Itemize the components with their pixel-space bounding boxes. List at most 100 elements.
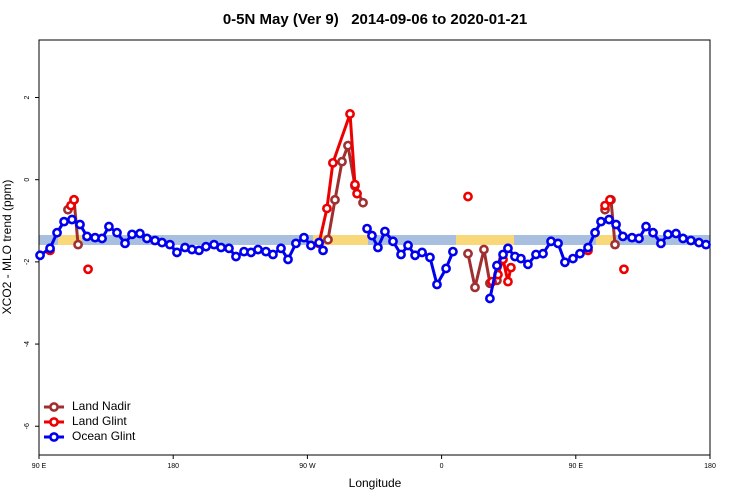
data-point <box>337 156 347 167</box>
x-tick-label: 90 E <box>569 463 584 470</box>
data-point <box>67 214 77 225</box>
x-axis-label: Longitude <box>349 476 402 490</box>
data-point <box>373 242 383 253</box>
data-point <box>634 233 644 244</box>
land-band <box>596 235 616 245</box>
y-axis-label: XCO2 - MLO trend (ppm) <box>0 180 14 315</box>
data-point <box>380 226 390 237</box>
x-tick-label: 90 W <box>299 463 316 470</box>
data-point <box>463 248 473 259</box>
data-point <box>523 259 533 270</box>
data-point <box>610 239 620 250</box>
data-point <box>343 140 353 151</box>
data-point <box>432 279 442 290</box>
data-point <box>224 243 234 254</box>
data-point <box>201 241 211 252</box>
data-point <box>538 248 548 259</box>
y-tick-label: -2 <box>24 259 31 265</box>
data-point <box>314 237 324 248</box>
plot-frame <box>38 39 711 456</box>
data-point <box>590 227 600 238</box>
data-point <box>35 250 45 261</box>
data-point <box>619 264 629 275</box>
data-point <box>448 246 458 257</box>
data-point <box>516 253 526 264</box>
data-point <box>52 227 62 238</box>
data-point <box>322 203 332 214</box>
land-band <box>456 235 514 245</box>
data-point <box>112 227 122 238</box>
data-point <box>492 260 502 271</box>
data-point <box>299 232 309 243</box>
data-point <box>506 262 516 273</box>
data-point <box>648 227 658 238</box>
data-point <box>663 229 673 240</box>
data-point <box>425 252 435 263</box>
data-point <box>45 243 55 254</box>
data-point <box>59 216 69 227</box>
data-point <box>388 236 398 247</box>
y-tick-label: -6 <box>24 423 31 429</box>
data-point <box>157 237 167 248</box>
data-point <box>327 157 338 168</box>
data-point <box>73 239 83 250</box>
legend-marker <box>49 432 59 442</box>
data-point <box>75 219 85 230</box>
data-point <box>283 254 293 265</box>
legend-marker <box>49 417 59 427</box>
data-point <box>583 242 593 253</box>
x-tick-label: 180 <box>167 463 179 470</box>
data-point <box>345 109 355 119</box>
data-point <box>611 219 621 230</box>
x-tick-label: 90 E <box>32 463 47 470</box>
data-point <box>350 179 360 190</box>
data-point <box>172 247 182 258</box>
x-tick-label: 180 <box>704 463 716 470</box>
y-tick-label: 2 <box>24 95 31 99</box>
data-point <box>83 264 93 275</box>
data-point <box>268 249 278 260</box>
data-point <box>479 244 489 255</box>
data-point <box>142 233 152 244</box>
legend-label: Land Glint <box>72 414 127 428</box>
data-point <box>560 257 570 268</box>
data-point <box>498 249 508 260</box>
data-point <box>396 249 406 260</box>
legend-marker <box>49 402 59 412</box>
legend-label: Land Nadir <box>72 399 131 413</box>
data-point <box>503 243 513 254</box>
data-point <box>463 191 473 202</box>
data-point <box>306 240 316 251</box>
data-point <box>291 238 301 249</box>
data-point <box>568 253 578 264</box>
data-point <box>701 239 711 250</box>
legend-label: Ocean Glint <box>72 429 136 443</box>
land-band <box>313 235 368 245</box>
data-point <box>165 239 175 250</box>
data-point <box>604 214 614 225</box>
data-point <box>618 231 628 242</box>
data-point <box>441 263 451 274</box>
y-tick-label: 0 <box>24 178 31 182</box>
data-point <box>641 221 651 232</box>
data-point <box>600 200 610 211</box>
data-point <box>127 229 137 240</box>
data-point <box>596 216 606 227</box>
data-point <box>318 245 328 256</box>
data-point <box>553 238 563 249</box>
data-point <box>671 228 681 239</box>
y-tick-label: -4 <box>24 341 31 347</box>
data-point <box>276 243 286 254</box>
data-point <box>686 235 696 246</box>
data-point <box>135 228 145 239</box>
data-point <box>216 242 226 253</box>
data-point <box>104 221 114 232</box>
data-point <box>417 247 427 258</box>
data-point <box>352 188 362 199</box>
land-band <box>58 235 82 245</box>
data-point <box>605 194 615 205</box>
data-point <box>231 251 241 262</box>
data-point <box>470 282 480 293</box>
data-point <box>253 244 263 255</box>
